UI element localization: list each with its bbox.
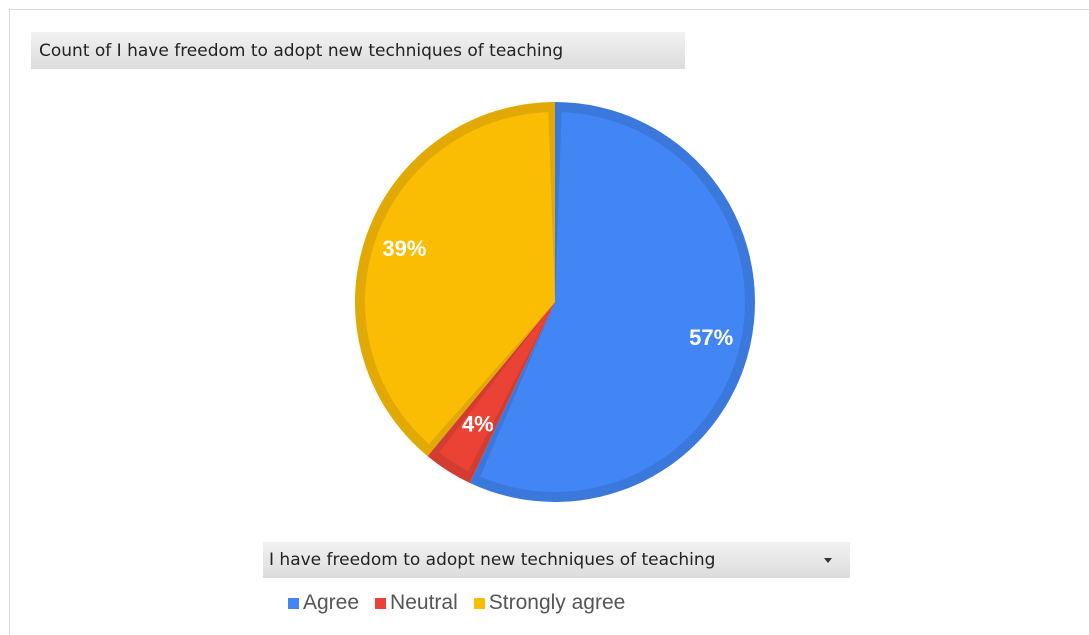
pie-data-labels: 57% 4% 39% bbox=[382, 236, 733, 437]
chevron-down-icon[interactable] bbox=[824, 557, 832, 563]
pie-slice-fill-neutral bbox=[439, 302, 555, 471]
data-label-agree: 57% bbox=[689, 325, 733, 350]
legend-swatch bbox=[375, 597, 387, 609]
legend: Agree Neutral Strongly agree bbox=[288, 590, 641, 616]
pie-slice-fill-strongly-agree bbox=[365, 112, 555, 445]
legend-item-neutral: Neutral bbox=[375, 591, 458, 615]
filter-label: I have freedom to adopt new techniques o… bbox=[269, 550, 716, 570]
data-label-neutral: 4% bbox=[462, 412, 494, 437]
legend-label: Strongly agree bbox=[488, 591, 626, 614]
legend-label: Agree bbox=[303, 591, 360, 614]
legend-swatch bbox=[288, 597, 299, 609]
chart-frame bbox=[9, 9, 1089, 635]
legend-label: Neutral bbox=[390, 591, 458, 614]
data-label-strongly-agree: 39% bbox=[382, 236, 426, 261]
pie-slices bbox=[355, 102, 756, 502]
legend-item-strongly-agree: Strongly agree bbox=[473, 591, 626, 615]
legend-swatch bbox=[473, 597, 485, 609]
pie-slice-fill-agree bbox=[480, 112, 745, 492]
field-filter-button[interactable]: I have freedom to adopt new techniques o… bbox=[263, 542, 850, 578]
chart-title[interactable]: Count of I have freedom to adopt new tec… bbox=[31, 32, 685, 69]
legend-item-agree: Agree bbox=[288, 591, 359, 615]
